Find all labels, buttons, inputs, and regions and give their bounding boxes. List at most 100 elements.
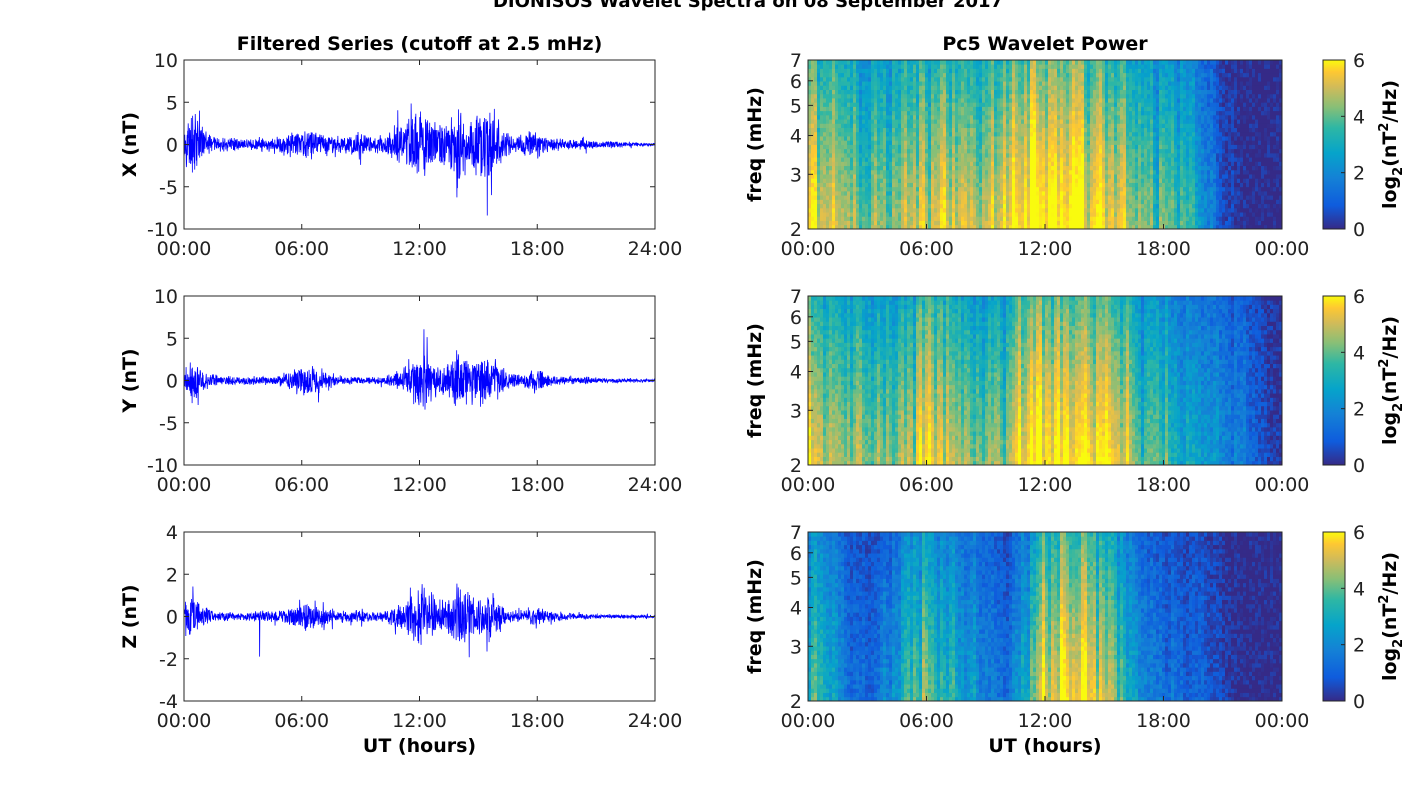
- heat-cell: [1159, 178, 1163, 183]
- heat-cell: [1141, 114, 1145, 120]
- heat-cell: [1156, 136, 1160, 141]
- heat-cell: [901, 216, 905, 221]
- heat-cell: [1012, 199, 1016, 205]
- heat-cell: [1030, 224, 1034, 230]
- heat-cell: [1066, 98, 1070, 103]
- heat-cell: [1009, 93, 1013, 99]
- heat-cell: [1153, 123, 1157, 129]
- heat-cell: [1156, 203, 1160, 209]
- heat-cell: [847, 203, 851, 209]
- heat-cell: [1066, 186, 1070, 192]
- heat-cell: [925, 68, 929, 74]
- heat-cell: [1057, 157, 1061, 162]
- heat-cell: [1027, 165, 1031, 171]
- heat-cell: [862, 68, 866, 74]
- heat-cell: [949, 212, 953, 217]
- heat-cell: [1015, 203, 1019, 209]
- heat-cell: [853, 199, 857, 205]
- heat-cell: [862, 131, 866, 137]
- heat-cell: [1153, 64, 1157, 69]
- heat-cell: [1036, 148, 1040, 154]
- heat-cell: [847, 140, 851, 145]
- heat-cell: [928, 212, 932, 217]
- heat-cell: [1033, 148, 1037, 154]
- heat-cell: [1075, 140, 1079, 145]
- heat-cell: [808, 182, 812, 188]
- heat-cell: [1009, 114, 1013, 120]
- heat-cell: [886, 98, 890, 103]
- heat-cell: [1132, 106, 1136, 112]
- heat-cell: [1099, 165, 1103, 171]
- heat-cell: [1150, 178, 1154, 183]
- heat-cell: [1072, 140, 1076, 145]
- heat-cell: [967, 199, 971, 205]
- heat-cell: [922, 203, 926, 209]
- heat-cell: [922, 199, 926, 205]
- heat-cell: [910, 85, 914, 90]
- heat-cell: [820, 60, 824, 65]
- heat-cell: [1066, 136, 1070, 141]
- heat-cell: [931, 85, 935, 90]
- heat-cell: [1051, 60, 1055, 65]
- heat-cell: [982, 148, 986, 154]
- heat-cell: [1105, 161, 1109, 167]
- heat-cell: [1123, 148, 1127, 154]
- heat-cell: [1150, 98, 1154, 103]
- heat-cell: [973, 136, 977, 141]
- heat-cell: [958, 89, 962, 95]
- heat-cell: [946, 199, 950, 205]
- heat-cell: [1108, 119, 1112, 124]
- heat-cell: [907, 190, 911, 196]
- heat-cell: [1057, 64, 1061, 69]
- heat-cell: [970, 76, 974, 82]
- heat-cell: [964, 93, 968, 99]
- heat-cell: [838, 140, 842, 145]
- heat-cell: [877, 64, 881, 69]
- heat-cell: [1027, 178, 1031, 183]
- heat-cell: [1132, 64, 1136, 69]
- heat-cell: [1156, 106, 1160, 112]
- heat-cell: [847, 93, 851, 99]
- heat-cell: [1030, 207, 1034, 213]
- heat-cell: [922, 169, 926, 175]
- heat-cell: [997, 148, 1001, 154]
- heat-cell: [823, 195, 827, 200]
- heat-cell: [1048, 136, 1052, 141]
- heat-cell: [934, 93, 938, 99]
- heat-cell: [970, 220, 974, 226]
- heat-cell: [1174, 207, 1178, 213]
- heat-cell: [1069, 81, 1073, 86]
- heat-cell: [1072, 212, 1076, 217]
- heat-cell: [820, 131, 824, 137]
- x-tick-label: 12:00: [392, 238, 447, 260]
- heat-cell: [973, 190, 977, 196]
- heat-cell: [919, 85, 923, 90]
- heat-cell: [877, 110, 881, 116]
- heat-cell: [1060, 157, 1064, 162]
- heat-cell: [904, 157, 908, 162]
- heat-cell: [1015, 165, 1019, 171]
- heat-cell: [1168, 174, 1172, 179]
- heat-cell: [925, 203, 929, 209]
- heat-cell: [832, 98, 836, 103]
- heat-cell: [856, 207, 860, 213]
- heat-cell: [859, 161, 863, 167]
- heat-cell: [928, 89, 932, 95]
- heat-cell: [1048, 161, 1052, 167]
- heat-cell: [982, 98, 986, 103]
- heat-cell: [859, 203, 863, 209]
- heat-cell: [982, 161, 986, 167]
- heat-cell: [961, 144, 965, 150]
- heat-cell: [1096, 64, 1100, 69]
- heat-cell: [1075, 190, 1079, 196]
- heat-cell: [1087, 85, 1091, 90]
- heat-cell: [916, 72, 920, 78]
- heat-cell: [1039, 165, 1043, 171]
- heat-cell: [814, 195, 818, 200]
- heat-cell: [1129, 102, 1133, 107]
- heat-cell: [994, 81, 998, 86]
- heat-cell: [1042, 152, 1046, 158]
- heat-cell: [1168, 64, 1172, 69]
- heat-cell: [937, 182, 941, 188]
- heat-cell: [1024, 224, 1028, 230]
